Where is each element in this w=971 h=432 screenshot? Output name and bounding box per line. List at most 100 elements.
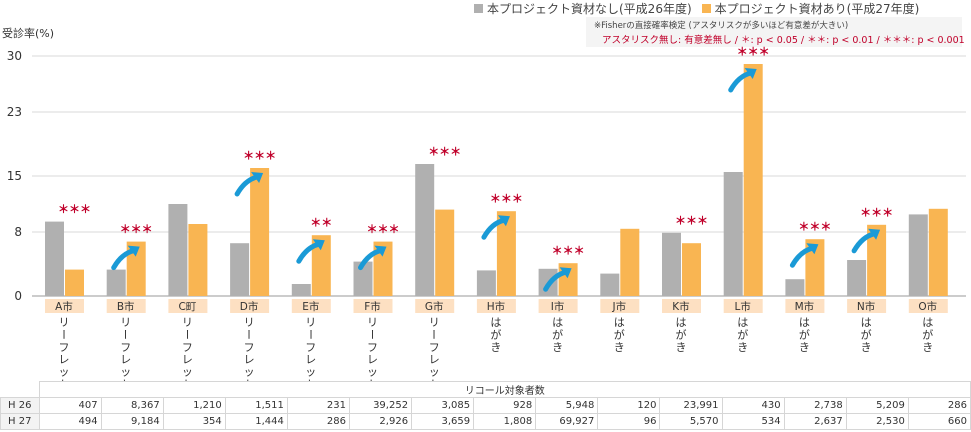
category-label-8: I市 (551, 300, 565, 313)
category-label-bg-1 (106, 299, 146, 313)
bar-h26-4 (291, 284, 311, 296)
material-char-3-5: ト (244, 378, 255, 381)
improvement-arrowhead-13 (868, 228, 881, 240)
material-char-13-0: は (861, 316, 872, 329)
bar-h27-4 (311, 235, 331, 296)
category-label-3: D市 (240, 300, 259, 313)
improvement-arrow-12 (789, 245, 815, 268)
y-tick-label-30: 30 (7, 49, 22, 63)
category-label-bg-9 (600, 299, 640, 313)
significance-mark-0: ＊＊＊ (58, 203, 91, 216)
table-cell: 5,948 (535, 397, 599, 414)
recall-count-table: リコール対象者数 H 26 407 8,367 1,210 1,511 231 39,252 3… (0, 381, 971, 430)
table-cell: 354 (162, 413, 226, 430)
legend-item-h27: 本プロジェクト資材あり(平成27年度) (701, 0, 919, 17)
material-char-1-5: ト (120, 378, 131, 381)
table-cell: 534 (721, 413, 785, 430)
table-row-label: H 26 (0, 397, 40, 414)
improvement-arrowhead-12 (806, 243, 819, 255)
table-cell: 23,991 (659, 397, 723, 414)
y-tick-label-23: 23 (7, 105, 22, 119)
legend-label-h26: 本プロジェクト資材なし(平成26年度) (487, 1, 692, 16)
material-char-12-2: き (799, 341, 810, 354)
table-row: H 27 494 9,184 354 1,444 286 2,926 3,659 1,808 69… (0, 413, 971, 430)
table-cell: 39,252 (348, 397, 413, 414)
table-cell: 928 (473, 397, 537, 414)
improvement-arrow-1 (111, 248, 137, 271)
bar-h26-12 (785, 279, 805, 296)
significance-mark-5: ＊＊＊ (367, 223, 400, 236)
category-label-bg-10 (662, 299, 701, 313)
category-label-bg-0 (45, 299, 84, 313)
category-label-bg-8 (538, 299, 578, 313)
material-char-1-0: リ (120, 316, 131, 329)
y-tick-label-15: 15 (7, 169, 22, 183)
category-label-12: M市 (795, 300, 815, 313)
bar-h27-7 (496, 211, 516, 296)
table-cell: 3,085 (411, 397, 475, 414)
material-char-5-0: リ (367, 316, 378, 329)
note-line-2: アスタリスク無し: 有意差無し / ＊: p < 0.05 / ＊＊: p < … (602, 35, 965, 46)
material-char-4-1: ー (304, 329, 317, 340)
y-tick-label-0: 0 (14, 289, 22, 303)
material-char-5-3: レ (367, 353, 378, 366)
bar-h27-3 (250, 168, 270, 296)
category-label-bg-4 (291, 299, 331, 313)
legend-item-h26: 本プロジェクト資材なし(平成26年度) (474, 0, 692, 17)
material-char-2-5: ト (182, 378, 193, 381)
category-label-9: J市 (611, 300, 626, 313)
material-char-10-2: き (676, 341, 687, 354)
bar-h26-3 (230, 243, 250, 296)
material-char-14-1: が (922, 327, 933, 341)
category-label-bg-14 (908, 299, 948, 313)
bar-h26-1 (106, 269, 126, 296)
table-cell: 1,210 (162, 397, 226, 414)
improvement-arrow-7 (481, 217, 507, 240)
legend: 本プロジェクト資材なし(平成26年度) 本プロジェクト資材あり(平成27年度) (474, 0, 929, 16)
bar-h27-0 (65, 269, 84, 296)
bar-h26-0 (45, 221, 64, 296)
bar-h27-6 (435, 209, 455, 296)
y-tick-label-8: 8 (14, 225, 22, 239)
legend-swatch-h26 (474, 3, 483, 13)
significance-mark-1: ＊＊＊ (120, 223, 153, 236)
material-char-14-0: は (922, 316, 933, 329)
table-cell: 286 (907, 397, 971, 414)
category-label-10: K市 (672, 300, 689, 313)
significance-note: ※Fisherの直接確率検定 (アスタリスクが多いほど有意差が大きい) アスタリ… (586, 17, 965, 47)
table-cell: 2,637 (783, 413, 847, 430)
table-row: H 26 407 8,367 1,210 1,511 231 39,252 3,085 928 5… (0, 397, 971, 414)
category-label-4: E市 (302, 300, 319, 313)
bar-h27-5 (373, 241, 393, 296)
material-char-2-2: フ (182, 341, 193, 354)
bar-h26-10 (662, 232, 681, 296)
material-char-0-0: リ (59, 316, 70, 329)
material-char-3-3: レ (244, 353, 255, 366)
significance-mark-7: ＊＊＊ (490, 192, 523, 205)
material-char-1-1: ー (119, 329, 132, 340)
material-char-7-1: が (490, 327, 501, 341)
bar-h27-12 (805, 239, 825, 296)
material-char-5-5: ト (367, 378, 378, 381)
bar-h26-7 (476, 270, 496, 296)
improvement-arrow-3 (234, 174, 260, 197)
material-char-11-1: が (737, 327, 748, 341)
improvement-arrowhead-3 (251, 172, 264, 183)
category-label-7: H市 (487, 300, 505, 313)
table-header: リコール対象者数 (38, 381, 971, 398)
category-label-bg-5 (353, 299, 393, 313)
bar-h27-10 (682, 243, 701, 296)
material-char-14-2: き (922, 341, 933, 354)
category-label-bg-13 (847, 299, 887, 313)
table-cell: 407 (38, 397, 102, 414)
table-cell: 660 (907, 413, 971, 430)
table-corner-cell (0, 381, 40, 398)
table-cell: 1,808 (473, 413, 537, 430)
category-label-bg-11 (723, 299, 763, 313)
material-char-5-2: フ (367, 341, 378, 354)
significance-mark-3: ＊＊＊ (243, 149, 276, 162)
bar-h26-5 (353, 261, 373, 296)
material-char-1-2: フ (120, 341, 131, 354)
material-char-8-0: は (552, 316, 563, 329)
